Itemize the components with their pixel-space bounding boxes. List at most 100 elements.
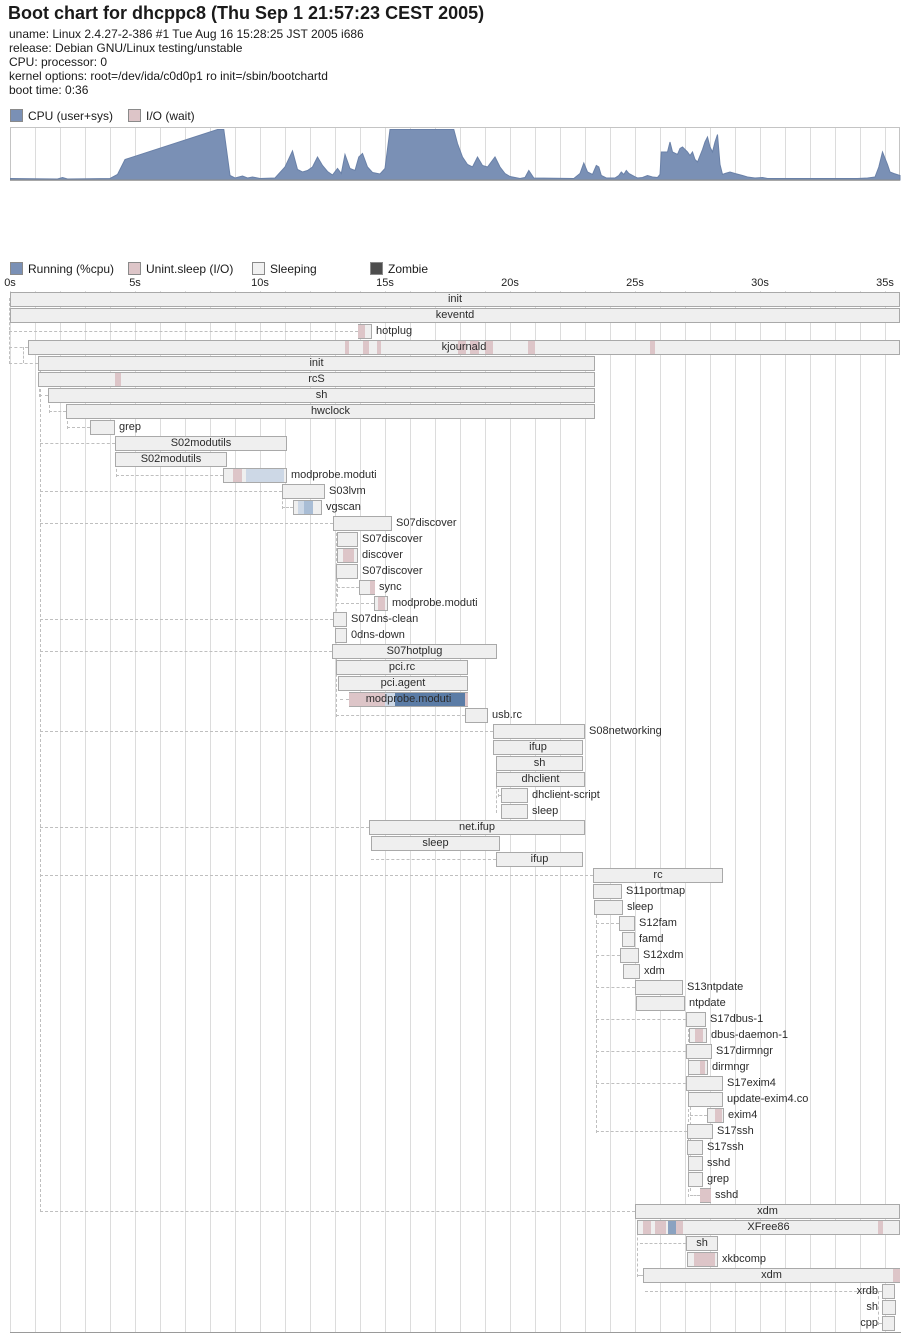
state-segment-io (715, 1109, 722, 1122)
process-bar-discover (337, 548, 358, 563)
state-segment-lb (246, 469, 284, 482)
process-bar-xkbcomp (687, 1252, 718, 1267)
gridline (235, 291, 236, 1333)
process-label: sleep (532, 805, 559, 817)
tree-connector (40, 619, 333, 620)
kernel-options-line: kernel options: root=/dev/ida/c0d0p1 ro … (9, 69, 328, 83)
state-segment-io (694, 1253, 715, 1266)
process-label: init (309, 357, 324, 369)
gridline (785, 291, 786, 1333)
state-segment-io (115, 373, 121, 386)
process-bar-sh (496, 756, 583, 771)
process-bar-init (38, 356, 595, 371)
gridline (435, 291, 436, 1333)
gridline (285, 291, 286, 1333)
process-label: kjournald (441, 341, 487, 353)
gridline (460, 291, 461, 1333)
tree-connector (40, 1211, 635, 1212)
process-label: ifup (530, 853, 549, 865)
tree-connector (40, 731, 493, 732)
state-segment-io (377, 341, 381, 354)
tree-connector (40, 523, 333, 524)
gridline (385, 291, 386, 1333)
gridline (160, 291, 161, 1333)
gridline (35, 291, 36, 1333)
legend-label: Zombie (388, 262, 429, 276)
state-segment-io (345, 341, 349, 354)
axis-tick-label: 10s (251, 277, 269, 289)
process-bar-dhclient (496, 772, 585, 787)
process-label: net.ifup (458, 821, 496, 833)
process-label: dirmngr (712, 1061, 750, 1073)
process-label: cpp (860, 1317, 878, 1329)
state-segment-lb (385, 693, 395, 706)
process-bar-xdm (643, 1268, 900, 1283)
legend-label: I/O (wait) (146, 109, 195, 123)
process-bar-sh (48, 388, 595, 403)
tree-connector (40, 827, 369, 828)
tree-connector (9, 331, 358, 332)
process-label: ntpdate (689, 997, 726, 1009)
tree-connector (9, 347, 28, 348)
process-label: xkbcomp (722, 1253, 767, 1265)
gridline (635, 291, 636, 1333)
process-label: S17exim4 (727, 1077, 776, 1089)
cpu-swatch-icon (10, 109, 23, 122)
gridline (710, 291, 711, 1333)
legend-label: Sleeping (270, 262, 317, 276)
tree-connector (637, 1275, 643, 1276)
process-bar-ifup (496, 852, 583, 867)
process-bar-dhclient-script (501, 788, 528, 803)
process-label: S07discover (362, 565, 423, 577)
state-segment-mb2 (668, 1221, 676, 1234)
boot-time-line: boot time: 0:36 (9, 83, 89, 97)
gridline (585, 291, 586, 1333)
process-bar-kjournald (28, 340, 900, 355)
process-bar-hotplug (358, 324, 372, 339)
process-bar-S12xdm (620, 948, 639, 963)
process-bar-usb.rc (465, 708, 488, 723)
process-bar-cpp (882, 1316, 895, 1331)
gridline (260, 291, 261, 1333)
tree-connector (596, 1019, 686, 1020)
process-label: hwclock (310, 405, 351, 417)
process-bar-update-exim4.co (688, 1092, 723, 1107)
process-label: modprobe.moduti (365, 693, 452, 705)
tree-connector (336, 715, 465, 716)
chart-bottom-border (10, 1332, 901, 1333)
gridline (660, 291, 661, 1333)
unint-sleep-swatch-icon (128, 262, 141, 275)
tree-connector-vertical (49, 395, 50, 413)
process-label: rcS (308, 373, 325, 385)
process-bar-S12fam (619, 916, 635, 931)
process-bar-xdm (635, 1204, 900, 1219)
legend-item-cpu: CPU (user+sys) (10, 109, 114, 123)
process-label: S17ssh (707, 1141, 744, 1153)
gridline (810, 291, 811, 1333)
process-bar-sshd (700, 1188, 711, 1203)
state-segment-io (343, 549, 354, 562)
process-bar-S07hotplug (332, 644, 497, 659)
process-label: sleep (627, 901, 654, 913)
process-bar-rcS (38, 372, 595, 387)
process-bar-rc (593, 868, 723, 883)
tree-connector-vertical (596, 875, 597, 1133)
tree-connector (878, 1323, 882, 1324)
process-label: usb.rc (492, 709, 522, 721)
process-label: discover (362, 549, 403, 561)
axis-tick-label: 20s (501, 277, 519, 289)
legend-label: CPU (user+sys) (28, 109, 114, 123)
tree-connector (640, 1243, 686, 1244)
legend-item-io: I/O (wait) (128, 109, 195, 123)
process-bar-sshd (688, 1156, 703, 1171)
process-bar-S08networking (493, 724, 585, 739)
state-segment-io (358, 325, 365, 338)
cpu-line: CPU: processor: 0 (9, 55, 108, 69)
process-bar-S07discover (336, 564, 358, 579)
process-bar-keventd (10, 308, 900, 323)
tree-connector (340, 699, 349, 700)
state-segment-io (695, 1029, 703, 1042)
tree-connector (40, 651, 332, 652)
process-bar-dbus-daemon-1 (689, 1028, 707, 1043)
process-bar-init (10, 292, 900, 307)
